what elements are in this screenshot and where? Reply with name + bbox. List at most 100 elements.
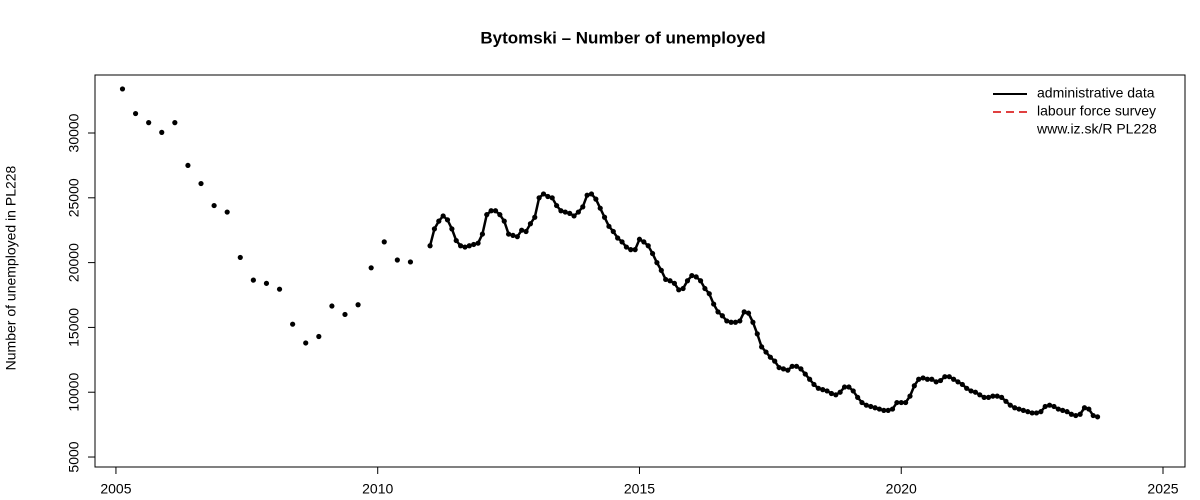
data-point: [519, 227, 525, 233]
data-point: [1016, 406, 1022, 412]
data-point: [759, 344, 765, 350]
data-point: [850, 388, 856, 394]
y-tick-label: 25000: [66, 178, 82, 217]
data-point: [754, 331, 760, 337]
data-point: [479, 231, 486, 237]
data-point: [610, 228, 616, 235]
plot-frame: [94, 74, 1186, 468]
x-tick-label: 2005: [100, 481, 131, 497]
data-point: [977, 392, 983, 398]
data-point: [811, 381, 817, 388]
data-point: [885, 407, 891, 413]
data-point: [1003, 398, 1009, 404]
data-point: [898, 399, 904, 406]
data-point: [654, 260, 660, 266]
data-point: [789, 363, 795, 369]
data-point: [719, 313, 725, 319]
data-point: [828, 390, 835, 397]
data-point: [981, 394, 987, 401]
x-tick-label: 2020: [886, 481, 917, 497]
legend-note: www.iz.sk/R PL228: [1036, 121, 1157, 137]
data-point: [684, 278, 691, 284]
data-point: [554, 202, 560, 209]
data-point: [342, 311, 348, 318]
data-point: [872, 405, 878, 411]
data-point: [588, 191, 595, 197]
data-point: [597, 205, 603, 211]
data-point: [968, 388, 974, 394]
data-point: [911, 383, 917, 389]
y-tick-label: 30000: [66, 113, 82, 152]
data-point: [615, 235, 621, 241]
data-point: [488, 208, 494, 214]
data-point: [859, 399, 865, 406]
data-point: [994, 393, 1000, 399]
data-point: [728, 319, 734, 325]
data-point: [702, 285, 708, 292]
data-point: [580, 204, 586, 210]
data-point: [649, 250, 656, 257]
data-point: [523, 228, 529, 235]
data-point: [427, 243, 433, 249]
data-point: [584, 192, 590, 198]
data-point: [497, 212, 503, 218]
data-point: [558, 208, 564, 214]
data-point: [1033, 410, 1040, 416]
data-point: [394, 257, 400, 263]
data-point: [807, 376, 813, 382]
data-point: [571, 213, 577, 219]
data-point: [658, 267, 664, 273]
data-point: [1012, 405, 1018, 411]
data-point: [250, 277, 256, 283]
data-point: [381, 239, 387, 245]
data-point: [211, 202, 217, 209]
data-point: [444, 217, 451, 223]
data-point: [706, 291, 712, 297]
data-point: [946, 374, 952, 380]
data-point: [959, 381, 965, 388]
data-point: [119, 86, 126, 92]
data-point: [793, 363, 800, 369]
data-point: [824, 388, 830, 394]
data-point: [436, 218, 442, 224]
data-point: [263, 280, 270, 286]
data-point: [1068, 411, 1074, 417]
data-point: [937, 377, 944, 384]
data-point: [902, 399, 909, 406]
data-point: [475, 240, 481, 246]
data-point: [785, 367, 791, 373]
data-point: [942, 374, 948, 380]
data-point: [224, 209, 230, 215]
data-point: [767, 354, 773, 360]
data-point: [907, 393, 913, 399]
data-point: [514, 234, 520, 240]
data-point: [619, 239, 625, 245]
data-point: [159, 129, 165, 135]
data-point: [711, 301, 717, 307]
data-point: [863, 402, 869, 408]
data-point: [985, 394, 992, 401]
data-point: [628, 247, 634, 253]
data-point: [457, 243, 464, 249]
data-point: [466, 243, 472, 249]
data-point: [950, 376, 957, 382]
data-point: [741, 309, 747, 315]
data-point: [1064, 409, 1070, 415]
data-point: [881, 407, 887, 413]
data-point: [1007, 402, 1013, 408]
data-point: [924, 376, 931, 382]
data-point: [1090, 412, 1096, 419]
data-point: [492, 208, 499, 214]
data-point: [697, 278, 704, 284]
data-point: [172, 120, 178, 126]
y-tick-label: 20000: [66, 243, 82, 282]
legend-label: administrative data: [1037, 85, 1155, 101]
data-point: [510, 232, 516, 238]
data-point: [198, 180, 204, 187]
data-point: [732, 319, 739, 325]
data-point: [355, 302, 361, 308]
y-tick-label: 5000: [66, 441, 82, 472]
data-point: [999, 394, 1005, 401]
data-point: [964, 385, 970, 391]
data-point: [132, 110, 139, 117]
